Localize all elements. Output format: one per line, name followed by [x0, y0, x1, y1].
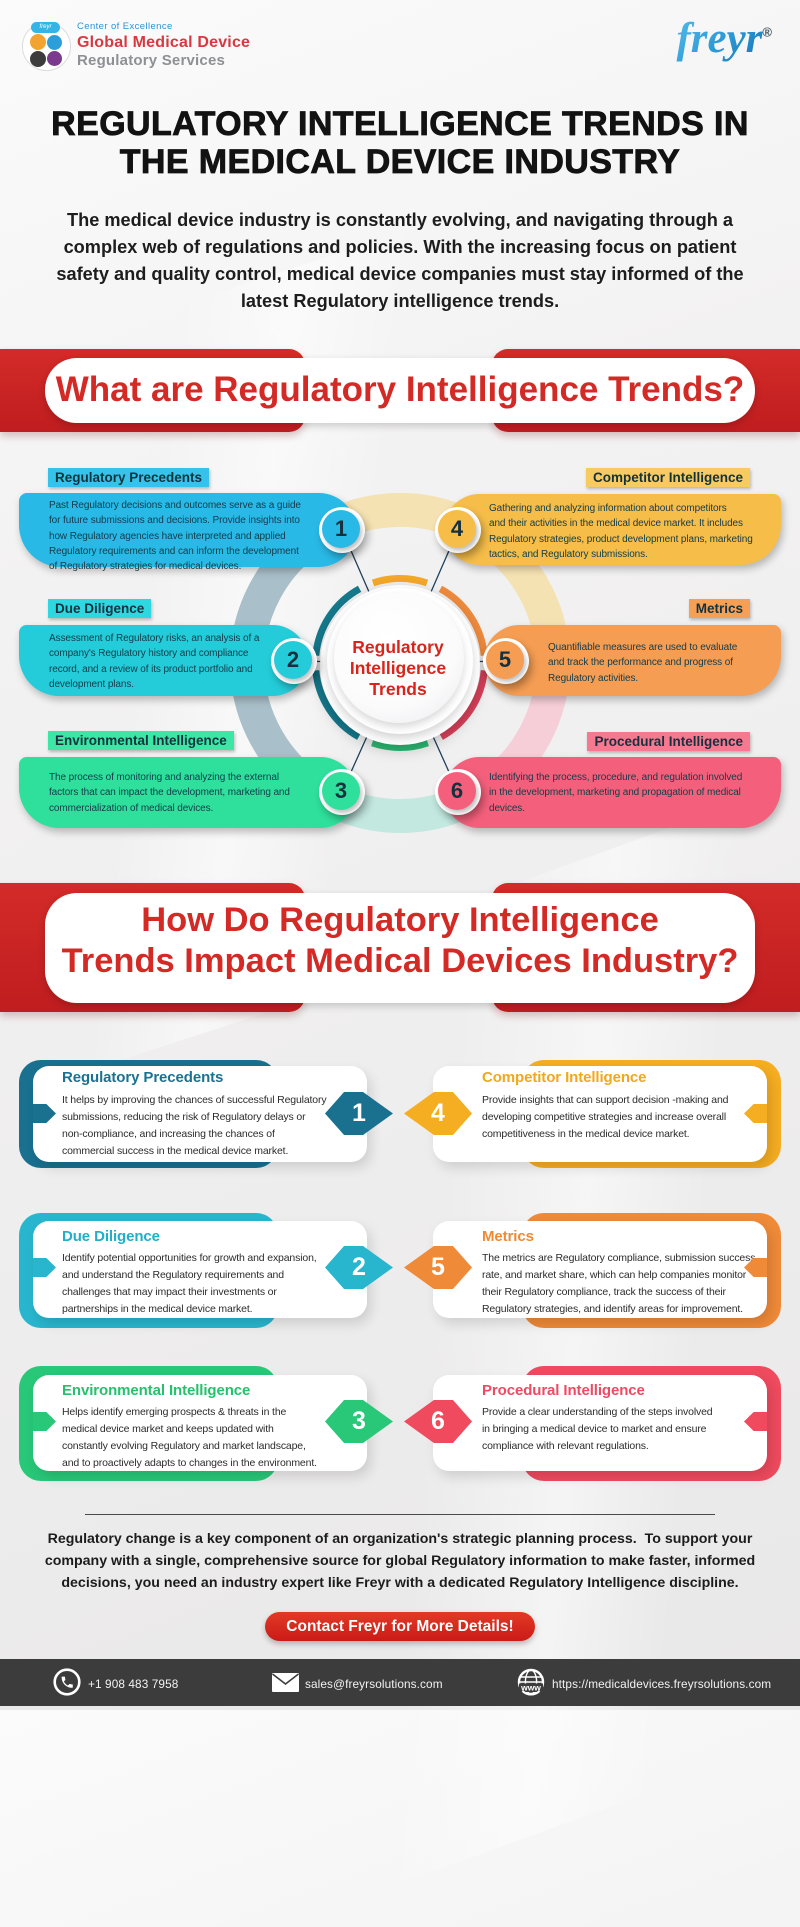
svg-text:Regulatory: Regulatory	[352, 637, 444, 657]
svg-text:Trends: Trends	[369, 679, 427, 699]
svg-text:Intelligence: Intelligence	[350, 658, 447, 678]
svg-text:www: www	[520, 1683, 541, 1693]
